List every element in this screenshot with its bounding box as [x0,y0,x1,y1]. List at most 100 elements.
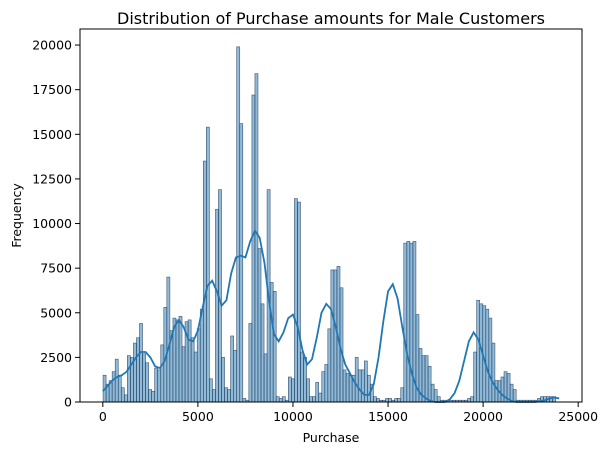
histogram-bar [485,308,490,403]
kde-curve [102,228,560,403]
histogram-bar [473,351,477,403]
histogram-bar [263,353,268,403]
y-tick-label: 10000 [32,216,72,231]
histogram-bar [272,291,277,403]
histogram-bar [175,319,180,403]
histogram-bar [342,369,347,403]
histogram-bar [190,337,195,403]
histogram-bar [500,376,505,403]
histogram-bars [102,46,556,403]
y-tick-label: 20000 [32,38,72,53]
histogram-bar [215,208,219,403]
histogram-bar [254,73,259,403]
histogram-bar [166,276,171,403]
histogram-bar [196,328,201,403]
x-axis-ticks: 0 5000 10000 15000 20000 25000 [99,402,598,424]
x-tick-label: 5000 [182,409,214,424]
histogram-bar [251,94,256,403]
histogram-bar [433,389,438,403]
histogram-bar [363,360,368,403]
histogram-bar [318,392,323,403]
histogram-bar [136,337,140,403]
histogram-bar [288,376,292,403]
histogram-bar [127,355,131,403]
histogram-bar [224,387,228,403]
histogram-bar [193,351,198,403]
histogram-bar [260,303,265,403]
histogram-bar [354,357,359,403]
x-tick-label: 25000 [558,409,598,424]
histogram-bar [409,242,414,403]
histogram-bar [300,351,304,403]
y-tick-label: 2500 [40,350,72,365]
histogram-bar [333,269,338,403]
histogram-bar [148,389,152,403]
histogram-bar [506,373,511,403]
histogram-bar [221,357,225,403]
histogram-bar [133,342,137,403]
histogram-bar [394,398,399,403]
histogram-bar [281,396,286,403]
x-tick-label: 20000 [463,409,503,424]
x-tick-label: 10000 [273,409,313,424]
histogram-bar [199,308,204,403]
histogram-bar [209,378,213,403]
histogram-bar [257,248,262,403]
histogram-bar [227,389,231,403]
y-tick-label: 15000 [32,127,72,142]
histogram-bar [509,383,514,403]
histogram-bar [470,396,474,403]
histogram-bar [181,346,186,403]
histogram-bar [357,369,362,403]
histogram-bar [324,364,329,403]
histogram-bar [400,387,405,403]
histogram-bar [294,198,298,403]
histogram-bar [427,366,432,403]
y-tick-label: 0 [64,395,72,410]
histogram-bar [120,387,125,403]
histogram-bar [430,383,435,403]
histogram-bar [488,317,493,403]
histogram-bar [403,242,408,403]
histogram-bar [306,378,310,403]
histogram-bar [187,319,192,403]
histogram-bar [117,374,122,403]
histogram-bar [348,374,353,403]
histogram-bar [160,344,165,403]
x-axis-label: Purchase [303,430,360,445]
histogram-bar [154,367,159,403]
x-tick-label: 15000 [368,409,408,424]
histogram-bar [406,241,411,403]
histogram-bar [239,123,244,403]
histogram-bar [151,390,155,403]
histogram-bar [309,396,313,403]
histogram-bar [269,282,274,403]
histogram-bar [388,398,392,403]
histogram-bar [476,299,481,403]
histogram-bar [512,389,517,403]
y-tick-label: 12500 [32,171,72,186]
histogram-bar [494,380,499,403]
histogram-bar [303,357,307,403]
histogram-bar [233,349,238,403]
histogram-bar [212,389,216,403]
histogram-bar [321,371,326,403]
histogram-bar [124,394,128,403]
histogram-bar [157,369,162,403]
histogram-bar [385,398,389,403]
histogram-bar [145,362,149,403]
histogram-bar [360,369,365,403]
histogram-bar [236,46,241,403]
histogram-bar [327,328,332,403]
histogram-bar [491,342,496,403]
histogram-bar [230,335,234,403]
histogram-bar [330,269,335,403]
histogram-bar [114,358,119,403]
histogram-bar [367,374,371,403]
histogram-bar [291,378,295,403]
histogram-bar [142,353,146,403]
plot-frame [79,28,583,403]
histogram-bar [139,323,143,403]
histogram-bar [373,396,377,403]
